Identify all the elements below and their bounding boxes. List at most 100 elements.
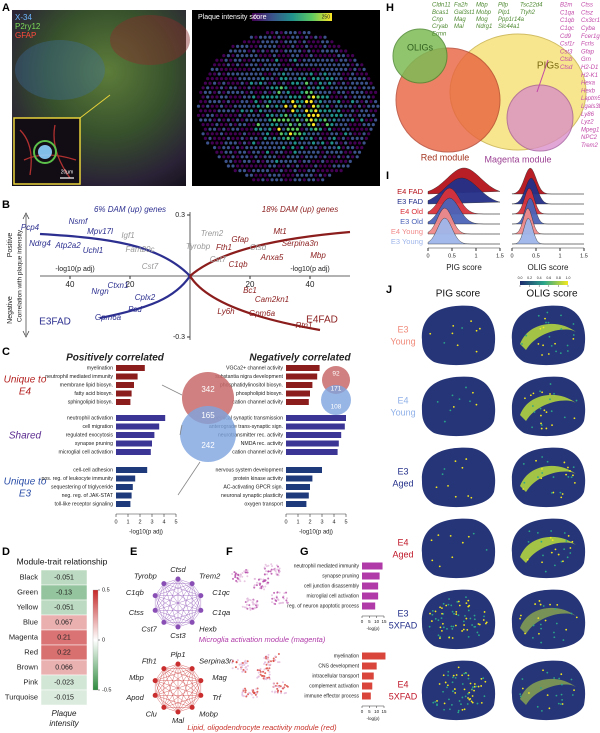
gene-name: Ttyh2 <box>520 10 536 16</box>
chart-title: Module-trait relationship <box>17 556 108 566</box>
spot <box>314 109 318 113</box>
cell-dot <box>269 570 272 573</box>
spot <box>298 67 302 71</box>
speckle <box>462 620 465 623</box>
spot <box>252 58 256 62</box>
spot <box>240 136 244 140</box>
spot <box>334 132 339 136</box>
spot <box>316 178 320 182</box>
axis-label: -log10(p adj) <box>55 266 94 273</box>
channel-label: X-34 <box>15 13 32 22</box>
spot <box>252 86 256 90</box>
cell-dot <box>278 567 281 570</box>
x-tick-label: 3 <box>150 519 153 525</box>
spot <box>311 113 316 117</box>
speckle <box>437 534 440 537</box>
spot <box>236 100 240 104</box>
spot <box>286 118 290 122</box>
cell-dot <box>266 658 269 661</box>
spot <box>334 123 339 127</box>
spot <box>298 77 302 81</box>
speckle <box>553 677 556 679</box>
term-label: neutrophil mediated immunity <box>45 374 113 380</box>
spot <box>293 178 297 182</box>
spot <box>270 95 274 99</box>
spot <box>367 123 371 127</box>
spot <box>328 100 332 104</box>
term-label: cell-cell adhesion <box>73 467 113 473</box>
x-tick-label: 0 <box>361 709 364 714</box>
gene-name: Bcas1 <box>432 10 449 16</box>
spot <box>298 141 302 145</box>
spot <box>240 81 244 85</box>
brain-section <box>421 589 496 650</box>
term-label: chemical synaptic transmission <box>212 415 284 421</box>
spot <box>259 173 263 177</box>
group-label: E3FAD <box>39 317 71 328</box>
speckle <box>430 539 433 542</box>
gene-name: Hexb <box>581 88 596 94</box>
spot <box>288 77 293 81</box>
spot <box>215 150 219 154</box>
venn-set <box>321 385 351 415</box>
node <box>152 678 158 684</box>
spot <box>254 100 258 104</box>
spot <box>295 109 299 113</box>
speckle <box>541 561 543 564</box>
trend-curve <box>99 275 191 320</box>
cell-dot <box>280 602 283 605</box>
spot <box>328 146 332 150</box>
spot <box>309 146 313 150</box>
speckle <box>549 383 552 385</box>
spot <box>300 90 304 94</box>
spot <box>293 77 297 81</box>
spot <box>295 81 299 85</box>
speckle <box>439 635 442 638</box>
group-label: E3 Old <box>400 217 423 226</box>
speckle <box>565 473 568 476</box>
spot <box>330 141 334 145</box>
spot <box>307 58 311 62</box>
spot <box>275 159 279 163</box>
microglia <box>33 140 57 164</box>
gene-name: Cst7 <box>141 625 157 634</box>
gene-name: H2-D1 <box>581 65 598 71</box>
spot <box>339 95 343 99</box>
spot <box>355 90 359 94</box>
spot <box>224 123 228 127</box>
spot <box>371 95 375 99</box>
cell-dot <box>262 580 265 583</box>
spot <box>311 58 316 62</box>
spot <box>332 164 336 168</box>
spot <box>217 127 221 131</box>
speckle <box>540 641 543 644</box>
spot <box>203 90 207 94</box>
spot <box>247 67 251 71</box>
spot <box>270 178 274 182</box>
cell-dot <box>268 678 271 681</box>
spot <box>222 81 226 85</box>
spot <box>293 132 297 136</box>
group-label: Unique to <box>4 477 47 488</box>
spot <box>364 127 368 131</box>
axis-label: OLIG score <box>528 263 569 272</box>
spot <box>339 77 343 81</box>
x-tick-label: 1.5 <box>496 253 504 259</box>
spot <box>265 132 270 136</box>
bar <box>286 415 346 421</box>
spot <box>328 81 332 85</box>
spot <box>314 127 318 131</box>
speckle <box>469 400 471 403</box>
gene-name: Ctss <box>581 3 593 9</box>
spot <box>286 100 290 104</box>
node <box>161 581 167 587</box>
spot <box>357 123 362 127</box>
spot <box>284 67 288 71</box>
spot <box>302 95 306 99</box>
spot <box>300 54 304 58</box>
bar <box>362 682 373 690</box>
x-tick-label: 0 <box>426 253 429 259</box>
spot <box>272 35 276 39</box>
speckle <box>448 698 450 701</box>
cell-dot <box>268 673 271 676</box>
